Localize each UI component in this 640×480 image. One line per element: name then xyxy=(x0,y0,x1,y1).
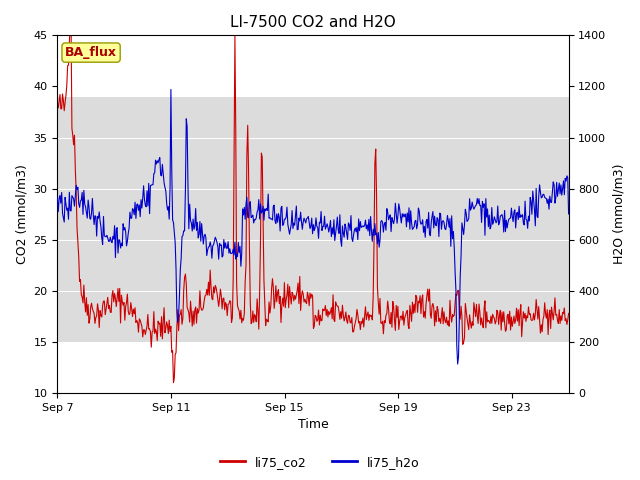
li75_h2o xyxy=(396,206,403,212)
li75_h2o xyxy=(186,201,193,207)
li75_co2 xyxy=(145,326,152,332)
li75_co2 xyxy=(356,327,364,333)
Y-axis label: H2O (mmol/m3): H2O (mmol/m3) xyxy=(612,164,625,264)
Bar xyxy=(58,96,568,342)
li75_co2 xyxy=(170,380,177,385)
Text: BA_flux: BA_flux xyxy=(65,46,117,59)
li75_h2o xyxy=(54,195,61,201)
li75_co2 xyxy=(440,309,448,315)
li75_co2 xyxy=(287,293,294,299)
li75_h2o xyxy=(285,231,293,237)
X-axis label: Time: Time xyxy=(298,419,328,432)
Y-axis label: CO2 (mmol/m3): CO2 (mmol/m3) xyxy=(15,164,28,264)
li75_co2 xyxy=(564,311,572,316)
li75_co2 xyxy=(187,298,195,304)
Legend: li75_co2, li75_h2o: li75_co2, li75_h2o xyxy=(215,451,425,474)
li75_h2o xyxy=(564,211,572,217)
Title: LI-7500 CO2 and H2O: LI-7500 CO2 and H2O xyxy=(230,15,396,30)
Line: li75_co2: li75_co2 xyxy=(58,25,568,383)
li75_h2o xyxy=(167,86,175,92)
li75_h2o xyxy=(144,203,152,209)
li75_h2o xyxy=(454,361,461,367)
li75_co2 xyxy=(67,22,74,28)
li75_co2 xyxy=(397,313,404,319)
li75_h2o xyxy=(356,228,364,234)
li75_h2o xyxy=(439,218,447,224)
li75_co2 xyxy=(54,100,61,106)
Line: li75_h2o: li75_h2o xyxy=(58,89,568,364)
